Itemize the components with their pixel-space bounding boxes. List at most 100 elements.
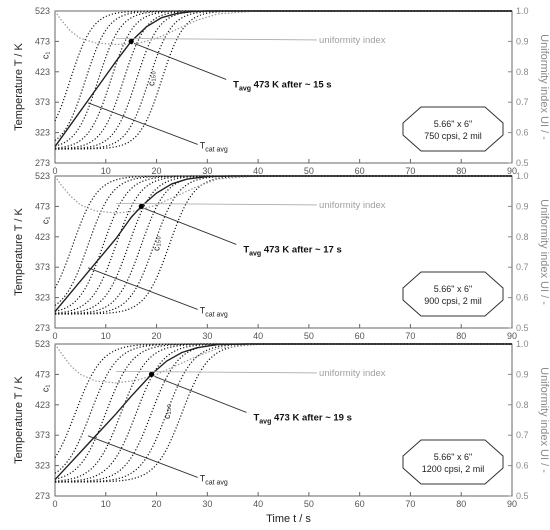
y2-tick-label: 0.5 bbox=[516, 158, 529, 168]
y2-tick-label: 0.8 bbox=[516, 232, 529, 242]
x-tick-label: 60 bbox=[355, 166, 365, 176]
y-tick-label: 323 bbox=[35, 128, 50, 138]
y-tick-label: 323 bbox=[35, 293, 50, 303]
x-tick-label: 90 bbox=[507, 499, 517, 509]
tavg-annotation: Tavg 473 K after ~ 15 s bbox=[233, 79, 331, 92]
c1-label: c₁ bbox=[40, 217, 50, 225]
x-tick-label: 0 bbox=[52, 331, 57, 341]
x-tick-label: 90 bbox=[507, 331, 517, 341]
x-tick-label: 40 bbox=[253, 499, 263, 509]
point-473K bbox=[128, 38, 134, 45]
tcat-arrow bbox=[87, 102, 198, 145]
ui-label: uniformity index bbox=[319, 200, 386, 211]
x-tick-label: 40 bbox=[253, 331, 263, 341]
tavg-annotation: Tavg 473 K after ~ 19 s bbox=[253, 412, 351, 425]
x-tick-label: 50 bbox=[304, 166, 314, 176]
y2-tick-label: 0.7 bbox=[516, 97, 529, 107]
ui-label: uniformity index bbox=[319, 368, 386, 379]
y2-axis-title: Uniformity index UI / - bbox=[538, 34, 550, 140]
y2-tick-label: 1.0 bbox=[516, 339, 529, 349]
y2-axis-title: Uniformity index UI / - bbox=[538, 367, 550, 473]
y-tick-label: 373 bbox=[35, 430, 50, 440]
y-tick-label: 473 bbox=[35, 36, 50, 46]
tcat-arrow bbox=[87, 435, 198, 478]
y2-tick-label: 0.7 bbox=[516, 430, 529, 440]
monolith-shape bbox=[402, 106, 504, 152]
y-tick-label: 273 bbox=[35, 158, 50, 168]
x-tick-label: 0 bbox=[52, 499, 57, 509]
c150-label: c₁₅₀ bbox=[147, 71, 157, 86]
y2-tick-label: 1.0 bbox=[516, 171, 529, 181]
y2-tick-label: 1.0 bbox=[516, 6, 529, 16]
channel-curve-1 bbox=[54, 175, 512, 289]
panel-3: 273 323 373 423 473 523 0.5 0.6 0.7 0.8 0.9 1.0 0 10 2… bbox=[13, 339, 550, 525]
y2-axis-title: Uniformity index UI / - bbox=[538, 199, 550, 305]
x-tick-label: 0 bbox=[52, 166, 57, 176]
uniformity-curve bbox=[54, 343, 512, 384]
channel-curve-1 bbox=[54, 10, 512, 122]
y-tick-label: 423 bbox=[35, 232, 50, 242]
x-tick-label: 80 bbox=[456, 166, 466, 176]
x-tick-label: 10 bbox=[101, 166, 111, 176]
y-tick-label: 423 bbox=[35, 67, 50, 77]
c150-label: c₁₅₀ bbox=[152, 236, 162, 251]
point-473K bbox=[148, 371, 155, 377]
y2-tick-label: 0.9 bbox=[516, 369, 529, 379]
y2-tick-label: 0.5 bbox=[516, 323, 529, 333]
y2-tick-label: 0.8 bbox=[516, 400, 529, 410]
y-tick-label: 473 bbox=[35, 201, 50, 211]
y-axis-title: Temperature T / K bbox=[13, 43, 25, 131]
tavg-arrow bbox=[134, 42, 227, 80]
uniformity-curve bbox=[54, 175, 512, 214]
channel-curve-1 bbox=[54, 343, 512, 458]
x-tick-label: 90 bbox=[507, 166, 517, 176]
y2-tick-label: 0.9 bbox=[516, 201, 529, 211]
ui-arrow bbox=[115, 203, 318, 206]
x-tick-label: 20 bbox=[152, 166, 162, 176]
tavg-arrow bbox=[154, 375, 247, 413]
monolith-size: 5.66" x 6" bbox=[434, 119, 472, 129]
y-axis-title: Temperature T / K bbox=[13, 376, 25, 464]
ui-label: uniformity index bbox=[319, 35, 386, 46]
c150-label: c₁₅₀ bbox=[162, 404, 172, 419]
x-tick-label: 70 bbox=[405, 166, 415, 176]
y2-tick-label: 0.6 bbox=[516, 128, 529, 138]
y2-tick-label: 0.8 bbox=[516, 67, 529, 77]
y-tick-label: 373 bbox=[35, 262, 50, 272]
x-tick-label: 20 bbox=[152, 331, 162, 341]
c1-label: c₁ bbox=[40, 52, 50, 60]
tcat-label: Tcat avg bbox=[200, 140, 228, 153]
x-axis-title: Time t / s bbox=[266, 513, 311, 525]
y-tick-label: 373 bbox=[35, 97, 50, 107]
y2-tick-label: 0.9 bbox=[516, 36, 529, 46]
y-tick-label: 423 bbox=[35, 400, 50, 410]
y-tick-label: 273 bbox=[35, 323, 50, 333]
c1-label: c₁ bbox=[40, 385, 50, 393]
y-tick-label: 523 bbox=[35, 339, 50, 349]
x-tick-label: 30 bbox=[202, 499, 212, 509]
y2-tick-label: 0.6 bbox=[516, 461, 529, 471]
ui-arrow bbox=[115, 38, 318, 41]
tcat-avg-line bbox=[54, 10, 512, 147]
monolith-cell-density: 900 cpsi, 2 mil bbox=[424, 296, 482, 306]
y-tick-label: 523 bbox=[35, 6, 50, 16]
x-tick-label: 70 bbox=[405, 331, 415, 341]
y-tick-label: 523 bbox=[35, 171, 50, 181]
tcat-arrow bbox=[87, 267, 198, 310]
tcat-label: Tcat avg bbox=[200, 305, 228, 318]
monolith-size: 5.66" x 6" bbox=[434, 452, 472, 462]
monolith-cell-density: 750 cpsi, 2 mil bbox=[424, 131, 482, 141]
channel-curve-2 bbox=[54, 10, 512, 142]
x-tick-label: 60 bbox=[355, 499, 365, 509]
tavg-annotation: Tavg 473 K after ~ 17 s bbox=[243, 244, 341, 257]
y2-tick-label: 0.6 bbox=[516, 293, 529, 303]
x-tick-label: 10 bbox=[101, 331, 111, 341]
x-tick-label: 10 bbox=[101, 499, 111, 509]
tcat-label: Tcat avg bbox=[200, 473, 228, 486]
x-tick-label: 70 bbox=[405, 499, 415, 509]
y-tick-label: 473 bbox=[35, 369, 50, 379]
ui-arrow bbox=[115, 371, 318, 374]
y-tick-label: 323 bbox=[35, 461, 50, 471]
x-tick-label: 80 bbox=[456, 331, 466, 341]
